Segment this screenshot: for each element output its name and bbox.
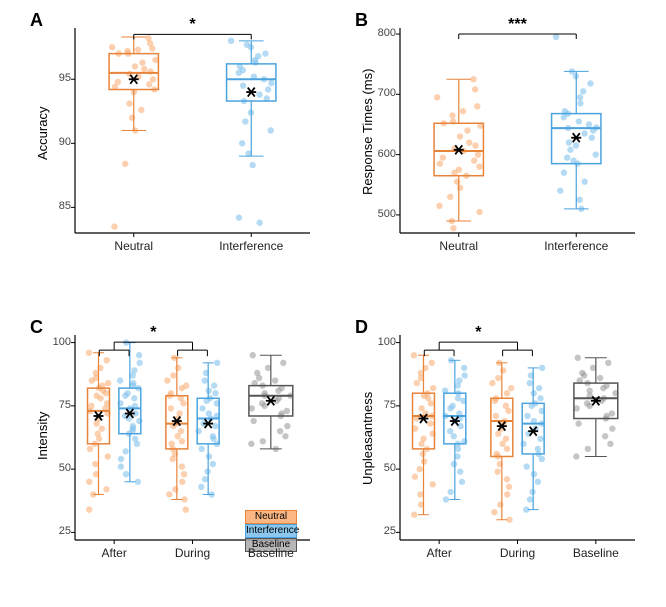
ytick: 25: [41, 525, 71, 537]
panel-c-ylabel: Intensity: [35, 412, 50, 460]
x-category: Interference: [206, 239, 296, 253]
ytick: 100: [366, 336, 396, 348]
sig-label: *: [463, 324, 493, 342]
legend-swatch: Neutral: [245, 510, 297, 524]
x-category: Baseline: [231, 546, 311, 560]
ytick: 95: [41, 72, 71, 84]
ytick: 75: [41, 399, 71, 411]
ytick: 800: [366, 27, 396, 39]
ytick: 75: [366, 399, 396, 411]
x-category: After: [399, 546, 479, 560]
ytick: 50: [366, 462, 396, 474]
x-category: During: [478, 546, 558, 560]
legend-swatch: Interference: [245, 524, 297, 538]
x-category: Neutral: [414, 239, 504, 253]
panel-a-ylabel: Accuracy: [35, 107, 50, 160]
x-category: During: [153, 546, 233, 560]
sig-label: *: [138, 324, 168, 342]
ytick: 50: [41, 462, 71, 474]
ytick: 100: [41, 336, 71, 348]
sig-label: *: [173, 16, 213, 34]
ytick: 25: [366, 525, 396, 537]
ytick: 500: [366, 208, 396, 220]
x-category: Neutral: [89, 239, 179, 253]
figure-svg: [0, 0, 666, 607]
ytick: 600: [366, 148, 396, 160]
panel-a-label: A: [30, 10, 43, 31]
ytick: 85: [41, 200, 71, 212]
x-category: After: [74, 546, 154, 560]
sig-label: ***: [498, 16, 538, 34]
ytick: 700: [366, 87, 396, 99]
legend-item: Interference: [245, 524, 297, 538]
x-category: Baseline: [556, 546, 636, 560]
x-category: Interference: [531, 239, 621, 253]
ytick: 90: [41, 136, 71, 148]
legend-item: Neutral: [245, 510, 297, 524]
